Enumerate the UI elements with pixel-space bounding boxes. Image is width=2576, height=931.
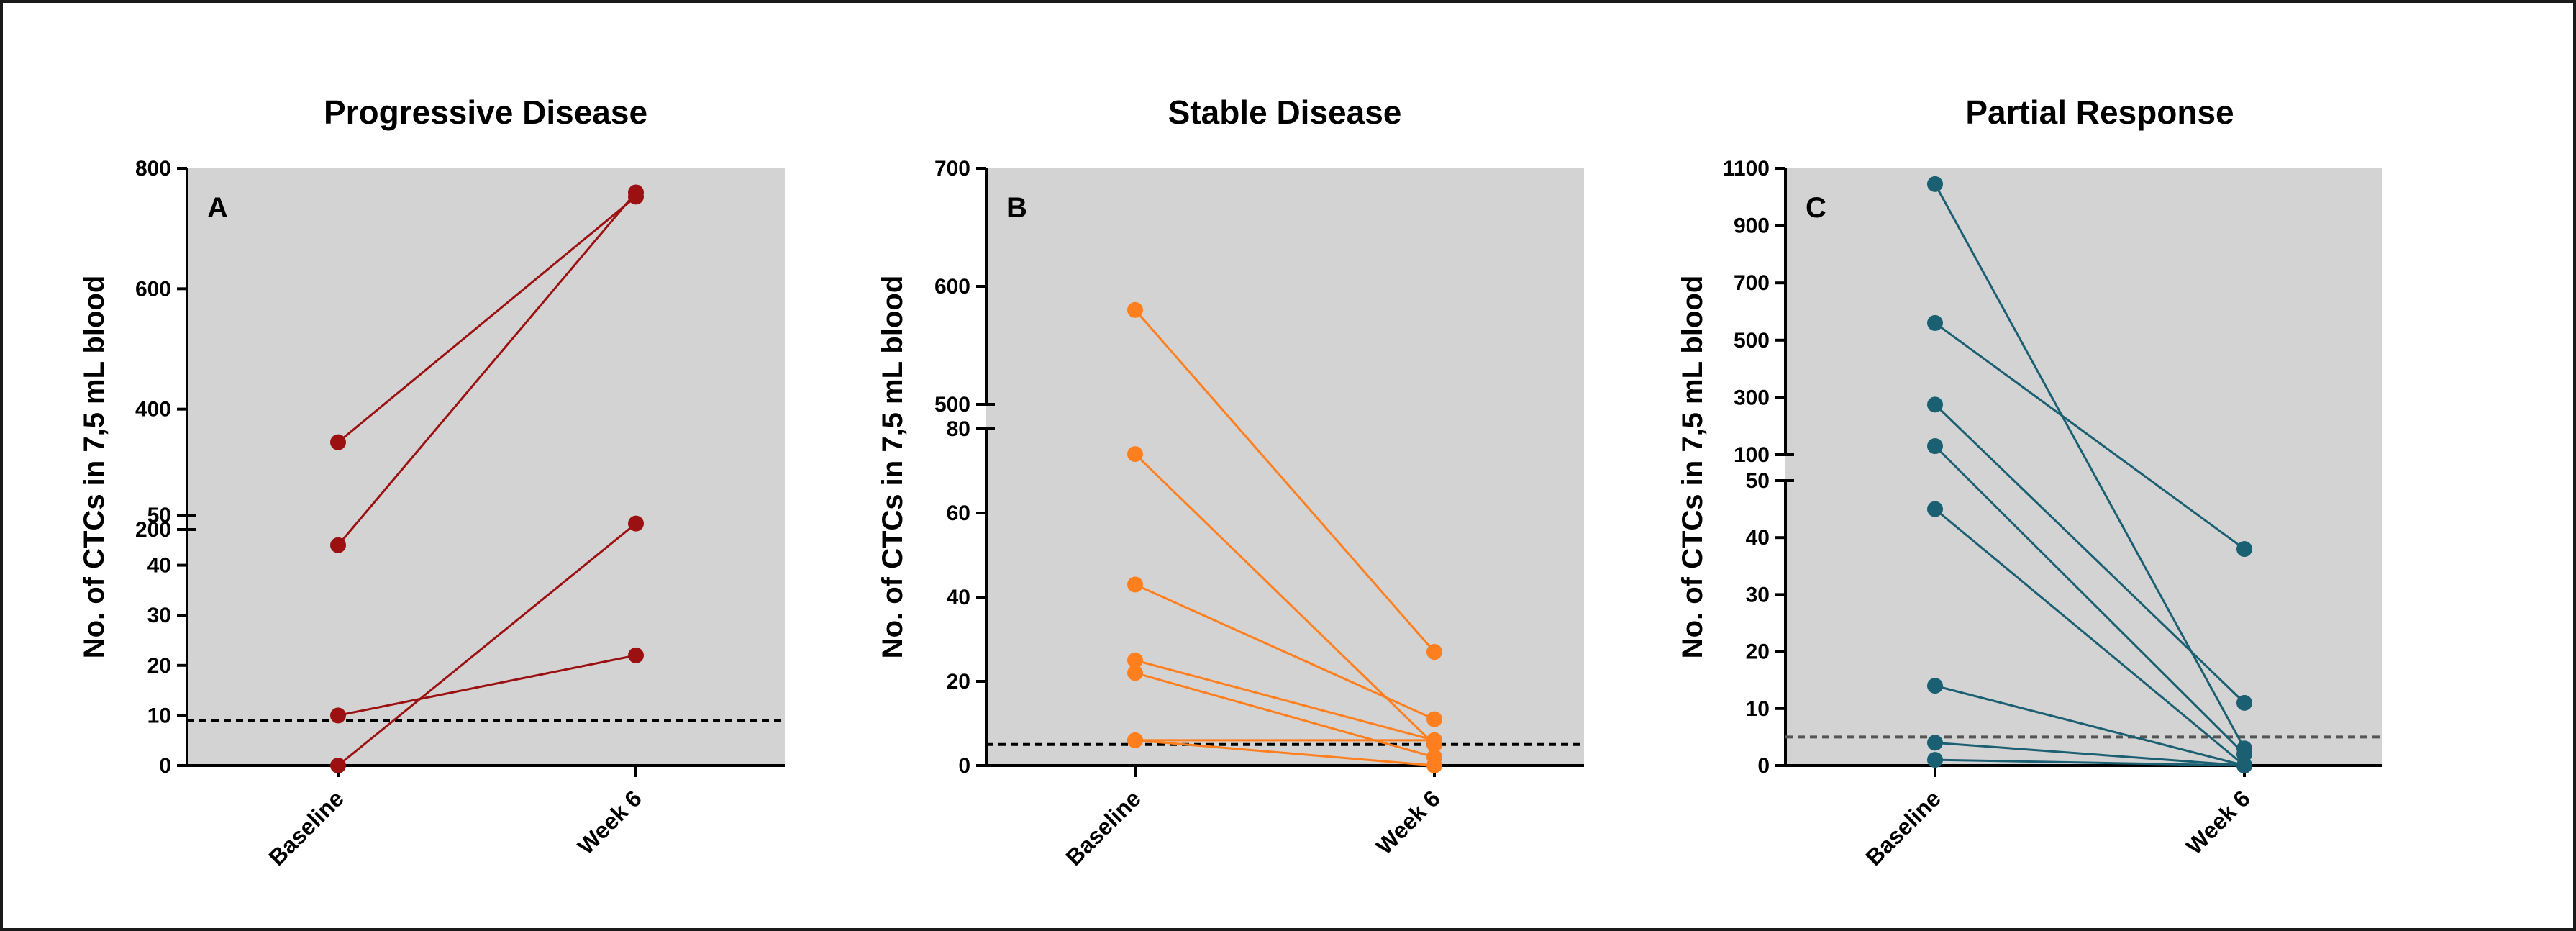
- series-line: [1134, 309, 1436, 653]
- y-tick-label: 800: [135, 157, 171, 181]
- y-tick-label: 0: [958, 754, 970, 778]
- data-point: [330, 537, 346, 553]
- plot-background: [187, 168, 785, 766]
- series-line: [1934, 741, 2245, 767]
- panel-C: Partial Response C No. of CTCs in 7,5 mL b…: [1677, 94, 2382, 871]
- y-tick-label: 700: [934, 157, 970, 181]
- series-line: [1134, 583, 1435, 721]
- x-tick-label: Week 6: [2181, 785, 2255, 859]
- panel-label: A: [207, 192, 228, 224]
- plot-background: [986, 168, 1584, 766]
- series-line: [337, 654, 637, 717]
- data-point: [1426, 711, 1442, 727]
- y-axis-label: No. of CTCs in 7,5 mL blood: [78, 276, 110, 659]
- data-point: [628, 184, 644, 201]
- data-point: [2236, 758, 2252, 773]
- x-tick-label: Week 6: [1371, 785, 1445, 859]
- y-tick-label: 0: [1757, 754, 1770, 778]
- y-tick-label: 600: [135, 277, 171, 301]
- data-point: [1127, 301, 1143, 318]
- data-point: [1927, 501, 1943, 517]
- series-line: [1934, 404, 2246, 704]
- series-line: [337, 196, 637, 443]
- data-point: [1927, 438, 1943, 455]
- data-point: [1426, 732, 1442, 748]
- series-line: [1134, 739, 1435, 767]
- series-line: [1934, 684, 2245, 767]
- data-point: [2236, 694, 2252, 711]
- data-point: [1927, 735, 1943, 751]
- data-point: [1927, 752, 1943, 768]
- y-tick-label: 60: [947, 501, 970, 525]
- series-line: [337, 191, 637, 546]
- y-tick-label: 40: [1746, 526, 1770, 550]
- series-line: [1934, 758, 2245, 767]
- series-line: [1134, 671, 1435, 758]
- data-point: [2236, 541, 2252, 558]
- y-tick-label: 20: [1746, 640, 1770, 664]
- x-tick-label: Baseline: [263, 785, 349, 871]
- y-tick-label: 400: [135, 398, 171, 422]
- y-tick-label: 50: [147, 504, 171, 527]
- series-line: [1134, 659, 1435, 742]
- y-tick-label: 30: [1746, 583, 1770, 607]
- y-tick-label: 40: [947, 586, 970, 609]
- chart-title: Progressive Disease: [324, 94, 647, 131]
- chart-svg: Progressive Disease A No. of CTCs in 7,5 m…: [78, 94, 2382, 871]
- plot-background: [1785, 168, 2382, 766]
- data-point: [628, 515, 644, 532]
- data-point: [1927, 396, 1943, 413]
- y-tick-label: 200: [135, 518, 171, 542]
- data-point: [1927, 314, 1943, 331]
- series-line: [1934, 322, 2245, 550]
- y-axis-label: No. of CTCs in 7,5 mL blood: [877, 276, 909, 659]
- y-tick-label: 20: [947, 670, 970, 694]
- data-point: [628, 647, 644, 663]
- y-tick-label: 10: [1746, 697, 1770, 721]
- series-line: [1934, 508, 2245, 767]
- data-point: [1127, 576, 1143, 593]
- y-tick-label: 500: [1734, 329, 1770, 353]
- y-tick-label: 50: [1746, 469, 1770, 493]
- y-tick-label: 600: [934, 275, 970, 299]
- series-line: [1934, 445, 2246, 755]
- panel-label: C: [1806, 192, 1826, 224]
- x-tick-label: Baseline: [1860, 785, 1946, 871]
- panel-A: Progressive Disease A No. of CTCs in 7,5 m…: [78, 94, 785, 871]
- y-tick-label: 700: [1734, 271, 1770, 295]
- data-point: [1127, 665, 1143, 681]
- chart-title: Stable Disease: [1168, 94, 1402, 131]
- y-tick-label: 1100: [1723, 157, 1770, 181]
- y-tick-label: 300: [1734, 386, 1770, 409]
- data-point: [1127, 652, 1143, 668]
- data-point: [330, 758, 346, 773]
- y-tick-label: 40: [147, 554, 171, 578]
- y-tick-label: 100: [1734, 443, 1770, 467]
- x-tick-label: Baseline: [1060, 785, 1146, 871]
- y-tick-label: 500: [934, 393, 970, 417]
- y-axis-label: No. of CTCs in 7,5 mL blood: [1677, 276, 1708, 659]
- data-point: [1426, 758, 1442, 773]
- data-point: [1426, 644, 1442, 660]
- chart-title: Partial Response: [1965, 94, 2234, 131]
- y-tick-label: 900: [1734, 214, 1770, 238]
- data-point: [1927, 678, 1943, 694]
- data-point: [1927, 176, 1943, 192]
- panel-B: Stable Disease B No. of CTCs in 7,5 mL blo…: [877, 94, 1584, 871]
- y-tick-label: 10: [147, 704, 171, 727]
- data-point: [1127, 446, 1143, 463]
- data-point: [330, 434, 346, 450]
- data-point: [330, 707, 346, 724]
- x-tick-label: Week 6: [573, 785, 647, 859]
- data-point: [2236, 746, 2252, 763]
- series-line: [337, 522, 637, 767]
- y-tick-label: 80: [947, 417, 970, 441]
- y-tick-label: 0: [159, 754, 171, 778]
- y-tick-label: 20: [147, 654, 171, 678]
- panel-label: B: [1006, 192, 1027, 224]
- y-tick-label: 30: [147, 604, 171, 627]
- data-point: [1127, 732, 1143, 748]
